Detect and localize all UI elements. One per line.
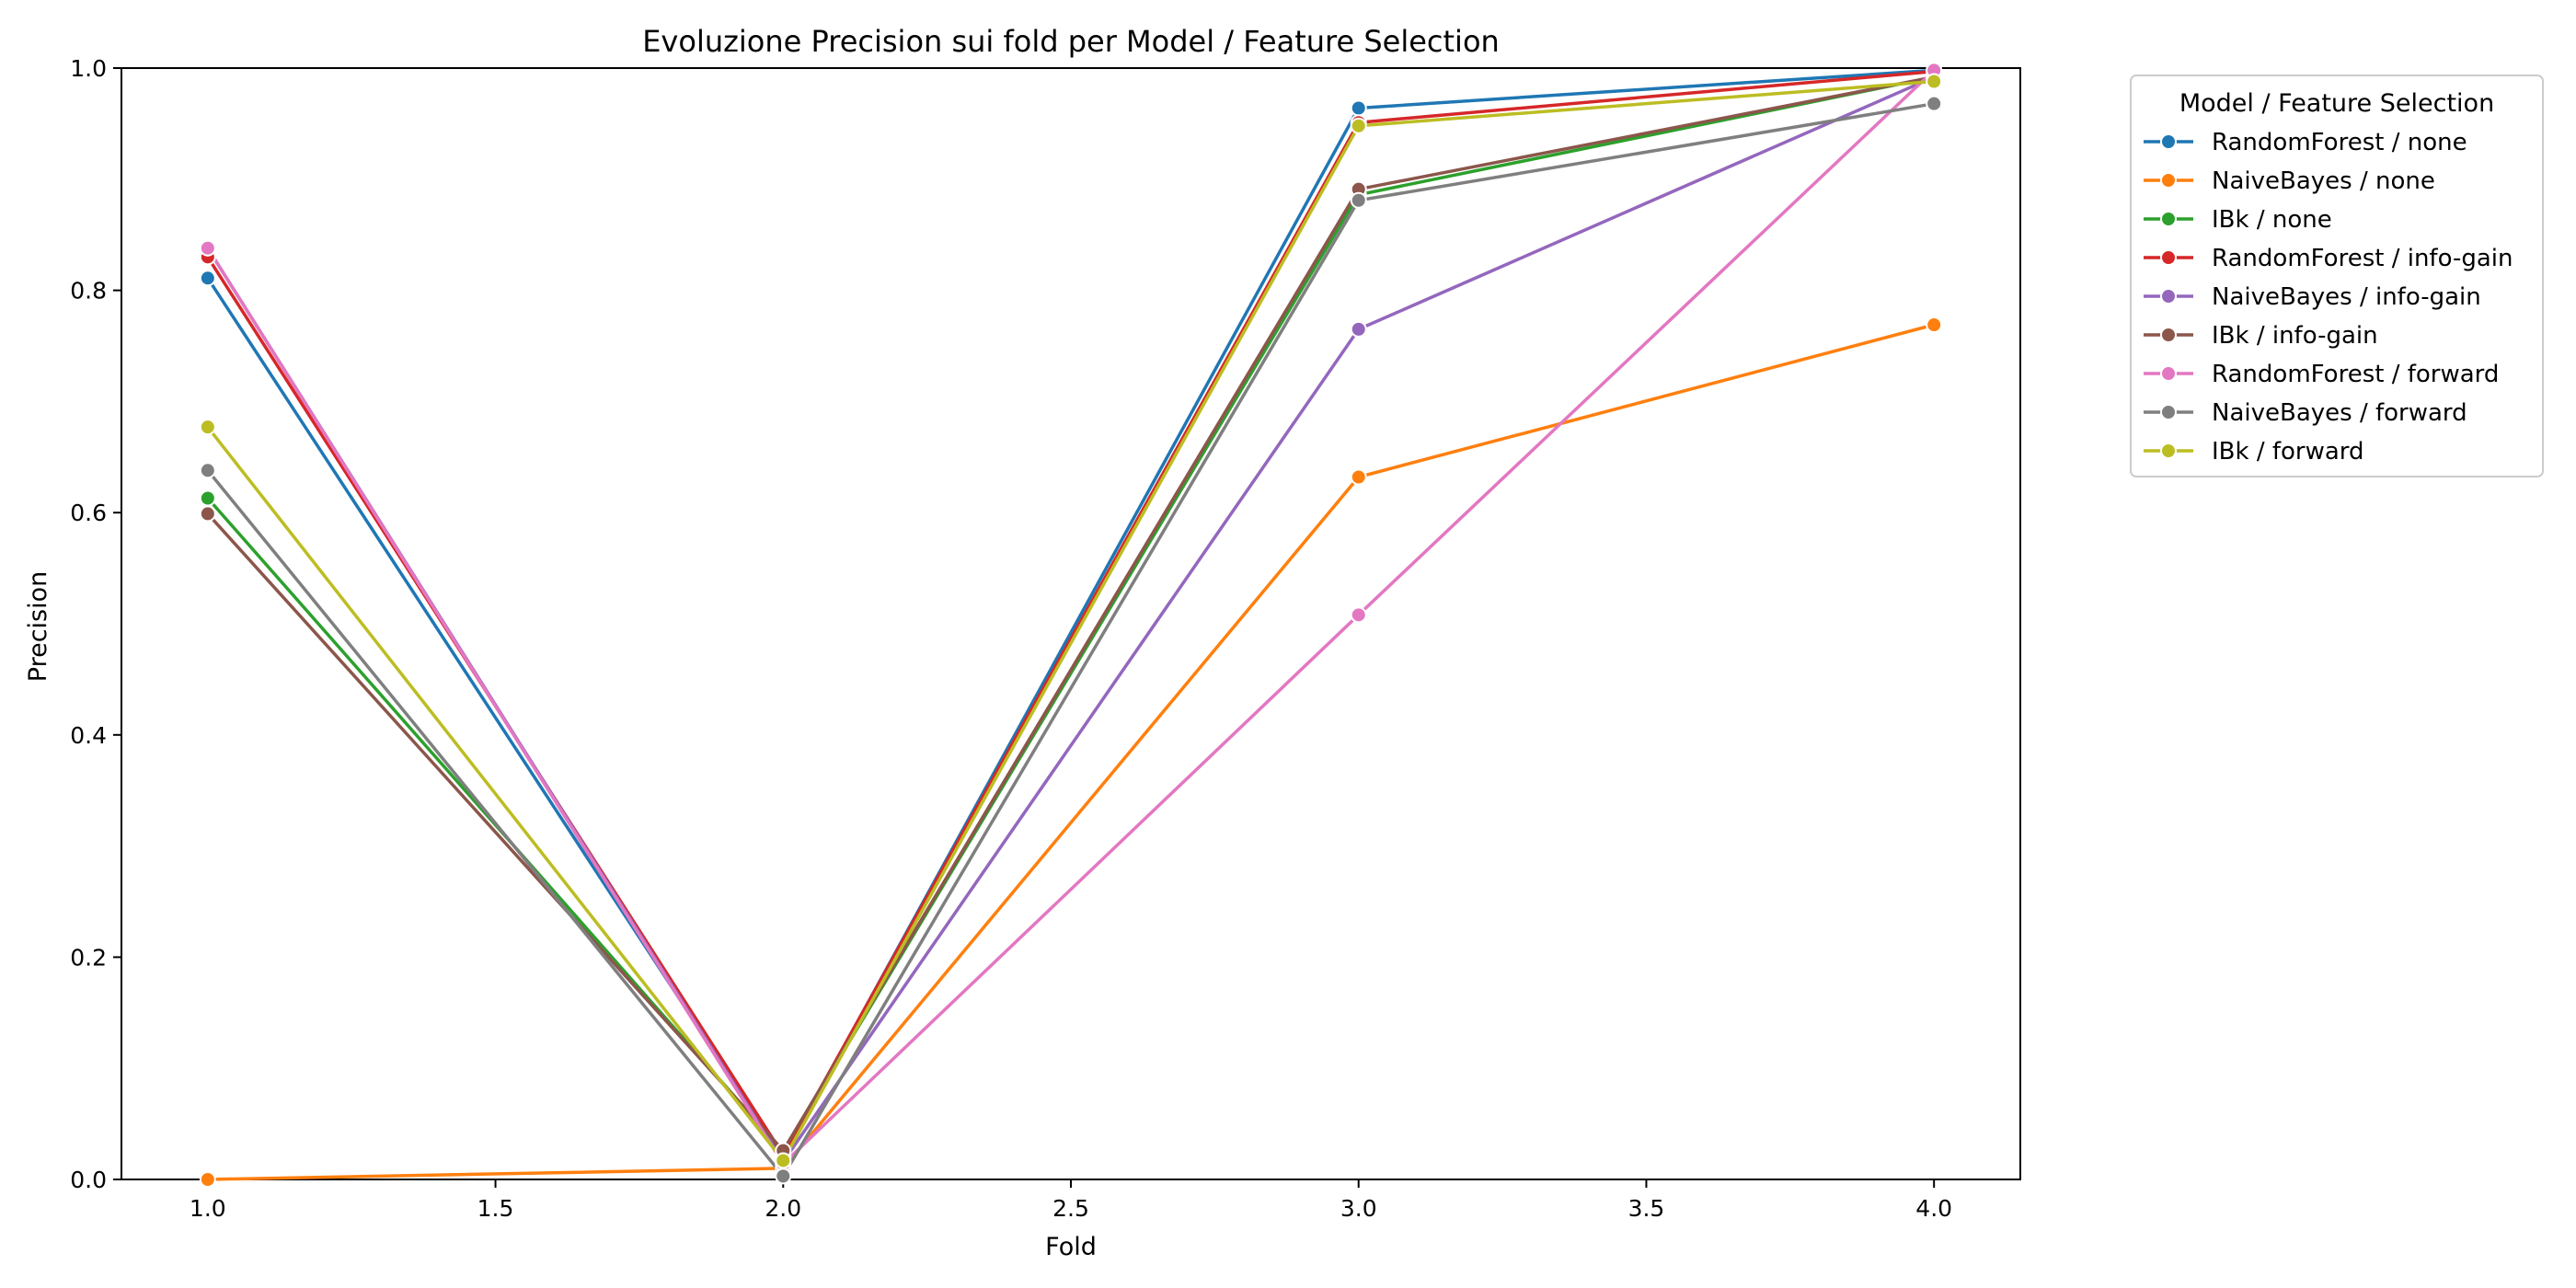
y-tick-label: 0.4	[70, 722, 107, 749]
legend-marker	[2160, 211, 2177, 227]
x-tick-label: 4.0	[1915, 1195, 1952, 1222]
series-line	[206, 68, 1936, 1166]
y-tick-label: 0.8	[70, 278, 107, 305]
x-tick-label: 1.0	[190, 1195, 226, 1222]
legend-label: NaiveBayes / info-gain	[2212, 283, 2481, 311]
data-point	[1350, 117, 1367, 134]
data-point	[1350, 468, 1367, 486]
legend-marker	[2160, 404, 2177, 420]
series-line	[206, 68, 1936, 1159]
legend-label: RandomForest / forward	[2212, 361, 2499, 388]
series-line	[206, 75, 1936, 1153]
legend-label: NaiveBayes / forward	[2212, 399, 2467, 427]
chart-title: Evoluzione Precision sui fold per Model …	[642, 24, 1500, 59]
y-tick-label: 0.2	[70, 944, 107, 971]
data-point	[199, 505, 216, 523]
data-point	[199, 489, 216, 507]
x-tick-label: 2.5	[1052, 1195, 1089, 1222]
legend-marker	[2160, 443, 2177, 459]
y-tick-label: 0.0	[70, 1167, 107, 1193]
data-point	[199, 462, 216, 479]
x-axis-label: Fold	[1045, 1233, 1097, 1261]
legend-marker	[2160, 249, 2177, 266]
data-point	[199, 1171, 216, 1188]
legend-marker	[2160, 133, 2177, 150]
data-point	[1350, 99, 1367, 117]
series-line	[206, 75, 1936, 1154]
data-point	[775, 1167, 792, 1185]
series-line	[206, 79, 1936, 1163]
data-point	[775, 1152, 792, 1169]
x-tick-label: 3.0	[1340, 1195, 1377, 1222]
data-point	[1350, 191, 1367, 209]
data-point	[199, 419, 216, 436]
x-tick-label: 1.5	[477, 1195, 514, 1222]
legend: Model / Feature Selection RandomForest /…	[2130, 75, 2544, 477]
series-line	[206, 69, 1936, 1157]
legend-title: Model / Feature Selection	[2179, 89, 2494, 118]
legend-label: IBk / forward	[2212, 438, 2364, 466]
legend-marker	[2160, 365, 2177, 382]
legend-label: IBk / none	[2212, 206, 2332, 234]
legend-marker	[2160, 172, 2177, 189]
plot-frame	[121, 67, 2021, 1180]
data-point	[1926, 316, 1943, 334]
legend-label: RandomForest / info-gain	[2212, 245, 2513, 272]
data-point	[1926, 95, 1943, 112]
legend-label: RandomForest / none	[2212, 129, 2467, 156]
series-line	[206, 75, 1936, 1164]
data-point	[1926, 73, 1943, 90]
series-line	[206, 323, 1936, 1181]
legend-marker	[2160, 288, 2177, 305]
series-line	[206, 101, 1936, 1179]
data-point	[1350, 606, 1367, 624]
legend-box	[2130, 75, 2544, 477]
y-tick-label: 0.6	[70, 500, 107, 526]
plot-area: 1.0 1.5 2.0 2.5 3.0 3.5 4.0 0.0 0.2 0.4 0.6 0.8 1.0	[70, 55, 2021, 1222]
y-tick-label: 1.0	[70, 55, 107, 82]
legend-label: IBk / info-gain	[2212, 322, 2378, 350]
x-tick-label: 2.0	[765, 1195, 801, 1222]
y-axis-label: Precision	[24, 571, 52, 682]
data-point	[1350, 320, 1367, 338]
legend-label: NaiveBayes / none	[2212, 167, 2435, 195]
legend-marker	[2160, 327, 2177, 343]
data-point	[199, 239, 216, 257]
x-tick-label: 3.5	[1628, 1195, 1665, 1222]
data-point	[199, 270, 216, 287]
